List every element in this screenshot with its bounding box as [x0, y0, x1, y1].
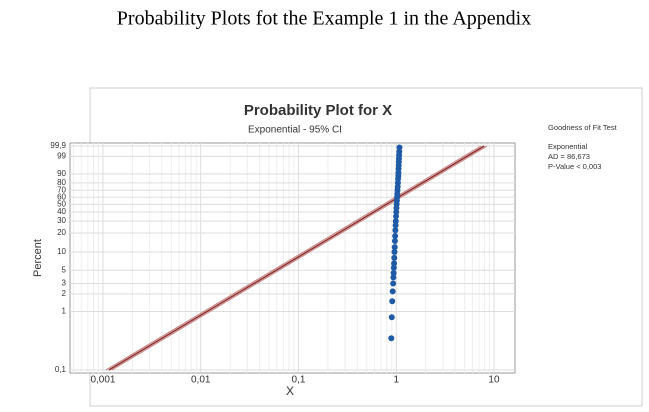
data-point — [388, 314, 395, 321]
legend-text: Exponential — [548, 142, 588, 151]
data-point — [390, 264, 397, 271]
x-tick-label: 1 — [393, 375, 399, 386]
y-tick-label: 80 — [57, 178, 66, 187]
data-point — [389, 298, 396, 305]
data-point — [391, 248, 398, 255]
y-tick-label: 10 — [57, 247, 66, 256]
y-tick-label: 70 — [57, 185, 66, 194]
x-axis-label: X — [286, 384, 294, 398]
legend-text: AD = 86,673 — [548, 152, 590, 161]
fit-line — [105, 145, 482, 371]
data-point — [391, 254, 398, 261]
y-tick-label: 1 — [62, 307, 67, 316]
y-tick-label: 99 — [57, 151, 66, 160]
data-point — [391, 238, 398, 245]
x-tick-label: 0,01 — [191, 375, 211, 386]
data-point — [390, 269, 397, 276]
y-axis-label: Percent — [32, 239, 44, 277]
data-point — [391, 260, 398, 267]
chart-title: Probability Plot for X — [244, 102, 392, 119]
y-tick-label: 50 — [57, 199, 66, 208]
data-point — [392, 222, 399, 229]
data-point — [392, 232, 399, 239]
chart-subtitle: Exponential - 95% CI — [248, 125, 342, 136]
y-tick-label: 30 — [57, 216, 66, 225]
caption: Probability Plots fot the Example 1 in t… — [117, 8, 531, 30]
plot-area: 0,001 0,01 0,1 1 10 0,1 1 23 5 10 20 30405060708090… — [50, 141, 516, 386]
y-tick-label: 60 — [57, 192, 66, 201]
x-tick-label: 0,001 — [90, 375, 115, 386]
legend-title: Goodness of Fit Test — [548, 123, 618, 132]
y-tick-label: 40 — [57, 207, 66, 216]
y-tick-label: 90 — [57, 169, 66, 178]
data-point — [396, 144, 403, 151]
y-tick-label: 5 — [62, 265, 67, 274]
y-tick-label: 99,9 — [50, 141, 66, 150]
data-point — [388, 335, 395, 342]
data-point — [393, 213, 400, 220]
data-point — [391, 244, 398, 251]
y-tick-label: 20 — [57, 228, 66, 237]
data-point — [390, 274, 397, 281]
data-point — [392, 227, 399, 234]
data-point — [389, 288, 396, 295]
x-tick-label: 10 — [488, 375, 500, 386]
data-point — [392, 218, 399, 225]
data-point — [390, 280, 397, 287]
fit-line — [108, 145, 485, 371]
y-tick-label: 2 — [62, 289, 67, 298]
x-tick-label: 0,1 — [292, 375, 306, 386]
legend-text: P-Value < 0,003 — [548, 162, 601, 171]
fit-line — [111, 145, 488, 371]
y-tick-label: 3 — [62, 279, 67, 288]
y-tick-label: 0,1 — [55, 365, 67, 374]
